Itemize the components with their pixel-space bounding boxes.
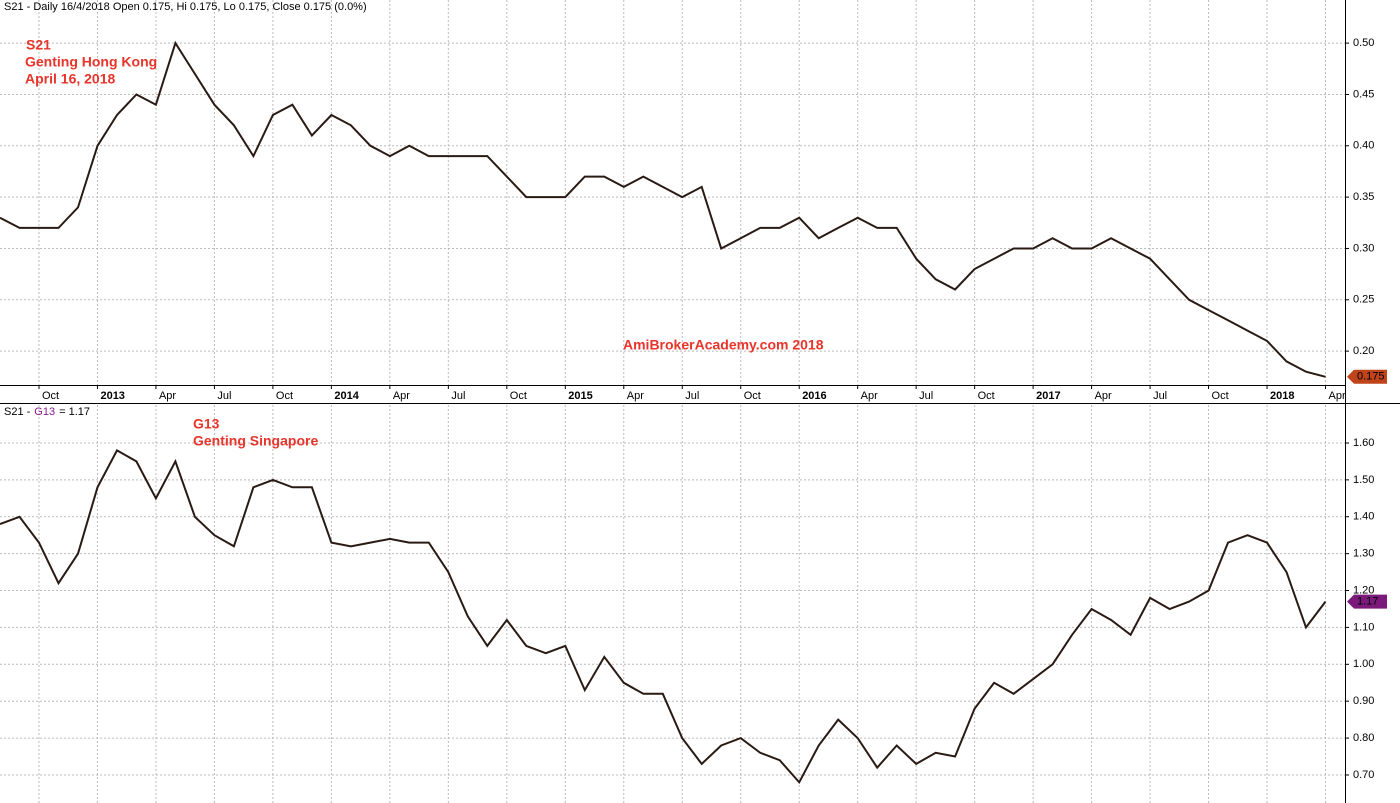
x-tick-label: Oct	[1212, 390, 1229, 402]
x-tick-label: 2017	[1036, 390, 1060, 402]
header-part: G13	[34, 406, 55, 418]
y-tick-label: 0.80	[1353, 732, 1374, 744]
chart-header: S21 - Daily 16/4/2018 Open 0.175, Hi 0.1…	[4, 1, 367, 13]
x-tick-label: Apr	[1329, 390, 1346, 402]
header-part: S21 -	[4, 406, 31, 418]
x-tick-label: Oct	[744, 390, 761, 402]
last-value-label: 0.175	[1357, 371, 1385, 383]
y-tick-label: 0.70	[1353, 769, 1374, 781]
x-tick-label: 2013	[100, 390, 124, 402]
chart-header: S21 - G13 = 1.17	[4, 406, 90, 418]
y-tick-label: 1.20	[1353, 584, 1374, 596]
x-tick-label: Apr	[861, 390, 878, 402]
last-value-tag	[1347, 369, 1387, 384]
price-line	[0, 40, 1326, 378]
price-line	[0, 449, 1327, 785]
y-tick-label: 0.30	[1353, 242, 1374, 254]
x-tick-label: Apr	[627, 390, 644, 402]
x-tick-label: 2016	[802, 390, 826, 402]
y-tick-label: 1.50	[1353, 474, 1374, 486]
x-tick-label: Jul	[217, 390, 231, 402]
x-tick-label: Jul	[451, 390, 465, 402]
x-tick-label: 2015	[568, 390, 592, 402]
x-tick-label: Oct	[42, 390, 59, 402]
x-tick-label: Oct	[510, 390, 527, 402]
y-tick-label: 0.45	[1353, 88, 1374, 100]
last-value-label: 1.17	[1357, 596, 1378, 608]
y-tick-label: 1.40	[1353, 511, 1374, 523]
y-tick-label: 0.40	[1353, 140, 1374, 152]
annotation: Genting Singapore	[193, 433, 318, 449]
watermark: AmiBrokerAcademy.com 2018	[623, 337, 824, 353]
x-tick-label: Jul	[1153, 390, 1167, 402]
x-tick-label: Apr	[393, 390, 410, 402]
y-tick-label: 0.50	[1353, 37, 1374, 49]
x-tick-label: Jul	[685, 390, 699, 402]
y-tick-label: 1.60	[1353, 437, 1374, 449]
annotation: S21	[26, 37, 51, 53]
y-tick-label: 0.35	[1353, 191, 1374, 203]
x-tick-label: 2018	[1270, 390, 1294, 402]
y-tick-label: 1.00	[1353, 658, 1374, 670]
y-tick-label: 1.10	[1353, 621, 1374, 633]
x-tick-label: Apr	[159, 390, 176, 402]
y-tick-label: 1.30	[1353, 548, 1374, 560]
last-value-tag	[1347, 594, 1387, 609]
annotation: G13	[193, 416, 220, 432]
annotation: Genting Hong Kong	[25, 54, 157, 70]
annotation: April 16, 2018	[25, 71, 115, 87]
x-tick-label: Oct	[276, 390, 293, 402]
x-tick-label: Oct	[978, 390, 995, 402]
x-tick-label: Jul	[919, 390, 933, 402]
y-tick-label: 0.90	[1353, 695, 1374, 707]
header-part: = 1.17	[59, 406, 90, 418]
y-tick-label: 0.25	[1353, 294, 1374, 306]
x-tick-label: 2014	[334, 390, 359, 402]
y-tick-label: 0.20	[1353, 345, 1374, 357]
x-tick-label: Apr	[1095, 390, 1112, 402]
